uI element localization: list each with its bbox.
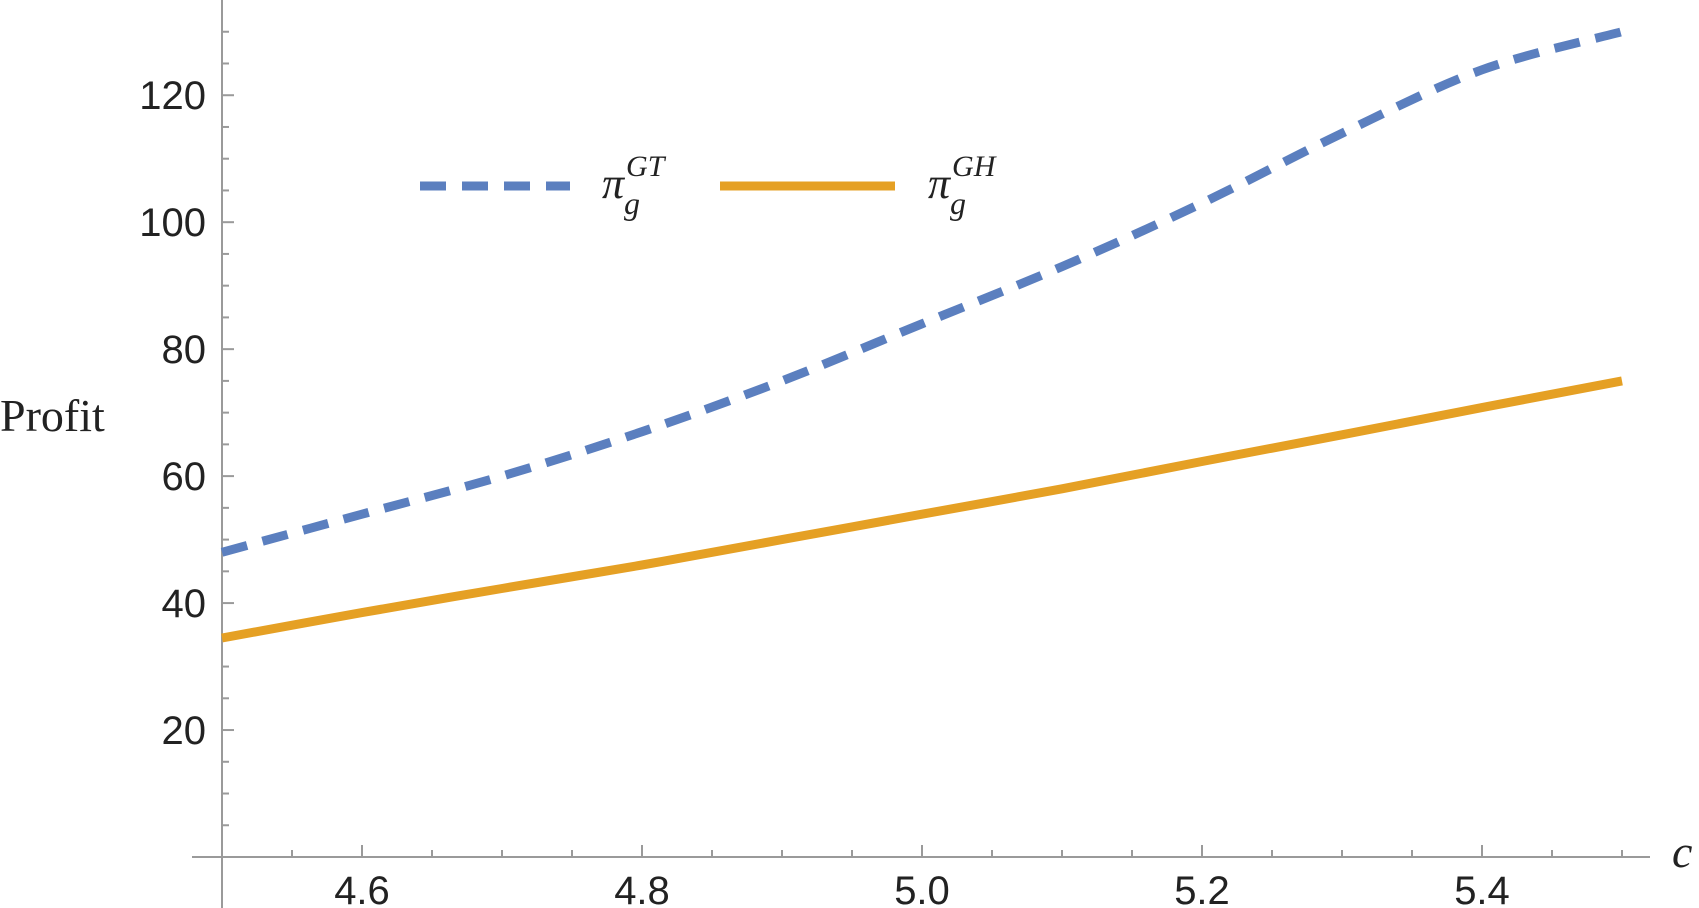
x-tick-label: 5.2: [1174, 869, 1230, 908]
y-tick-label: 80: [162, 328, 207, 372]
y-tick-label: 40: [162, 582, 207, 626]
axes: 20 40 60 80 100 120 4.6 4.8 5.0 5.2 5.4: [139, 0, 1650, 908]
x-axis-title: c: [1672, 826, 1692, 877]
legend-label-sup: GT: [626, 150, 667, 183]
series-line-gt: [220, 27, 1624, 557]
series-lines: [220, 27, 1624, 643]
y-tick-label: 20: [162, 709, 207, 753]
y-tick-label: 60: [162, 455, 207, 499]
x-tick-label: 4.8: [614, 869, 670, 908]
y-tick-label: 120: [139, 74, 206, 118]
x-tick-label: 5.0: [894, 869, 950, 908]
legend-label: πgGH: [928, 150, 998, 221]
legend-label-sub: g: [950, 185, 966, 221]
x-tick-label: 5.4: [1454, 869, 1510, 908]
legend-label-main: π: [602, 159, 626, 208]
y-axis-title: Profit: [0, 390, 105, 441]
x-tick-label: 4.6: [334, 869, 390, 908]
y-tick-label: 100: [139, 201, 206, 245]
legend: πgGT πgGH: [420, 150, 998, 221]
legend-label-sub: g: [624, 185, 640, 221]
legend-label: πgGT: [602, 150, 667, 221]
legend-label-main: π: [928, 159, 952, 208]
series-line-gh: [221, 376, 1623, 643]
legend-label-sup: GH: [952, 150, 998, 183]
